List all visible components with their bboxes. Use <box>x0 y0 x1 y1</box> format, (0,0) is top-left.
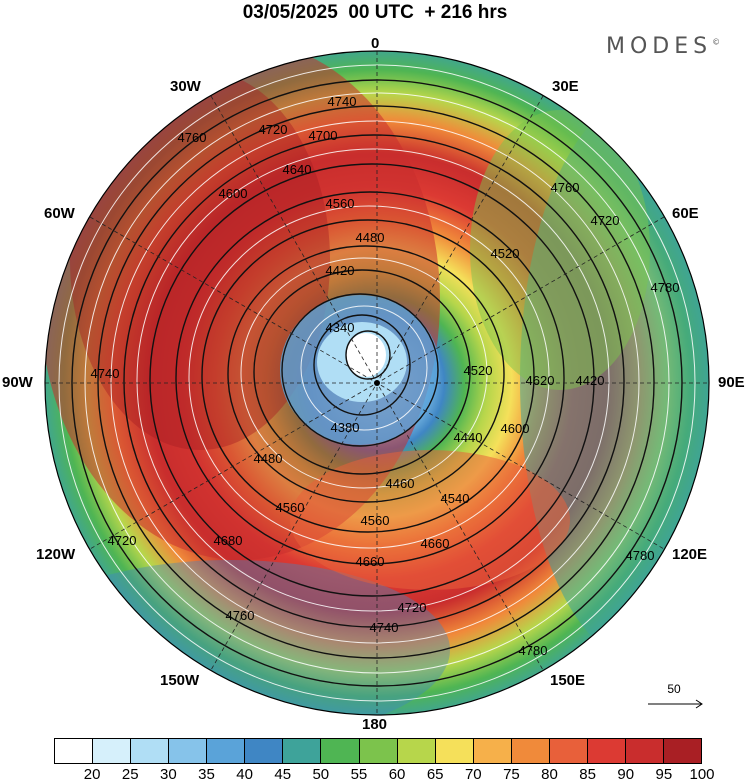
colorbar-tick-label: 50 <box>312 766 330 783</box>
colorbar-cell <box>397 739 436 763</box>
colorbar-tick-label: 70 <box>464 766 482 783</box>
contour-label: 4420 <box>576 373 605 388</box>
contour-label: 4660 <box>421 536 450 551</box>
contour-label: 4760 <box>226 608 255 623</box>
lon-label-90w: 90W <box>2 374 33 391</box>
colorbar-tick-label: 35 <box>198 766 215 783</box>
lon-label-120e: 120E <box>672 546 708 563</box>
lon-label-30e: 30E <box>552 78 579 95</box>
contour-label: 4380 <box>331 420 360 435</box>
colorbar-cell <box>245 739 284 763</box>
contour-label: 4520 <box>464 363 493 378</box>
contour-label: 4460 <box>386 476 415 491</box>
lon-label-150w: 150W <box>160 672 200 689</box>
lon-label-0: 0 <box>371 35 380 52</box>
colorbar-tick-label: 40 <box>236 766 253 783</box>
contour-label: 4740 <box>91 366 120 381</box>
colorbar-cell <box>169 739 208 763</box>
colorbar-tick-label: 75 <box>503 766 520 783</box>
contour-labels: 4740 4760 4720 4700 4640 4600 4560 4520 4480 4420… <box>91 94 680 658</box>
reference-vector-label: 50 <box>667 682 681 696</box>
contour-label: 4420 <box>326 263 355 278</box>
colorbar-tick-label: 65 <box>426 766 444 783</box>
contour-label: 4480 <box>254 451 283 466</box>
contour-label: 4680 <box>214 533 243 548</box>
reference-vector: 50 <box>648 682 703 709</box>
contour-label: 4560 <box>361 513 390 528</box>
brand-text: MODES <box>606 34 713 59</box>
brand-mark: © <box>712 37 721 47</box>
colorbar-cell <box>55 739 94 763</box>
contour-label: 4760 <box>551 180 580 195</box>
contour-label: 4660 <box>356 554 385 569</box>
colorbar-tick-label: 100 <box>689 766 715 783</box>
colorbar-tick-label: 55 <box>350 766 368 783</box>
lon-label-30w: 30W <box>170 78 201 95</box>
contour-label: 4600 <box>219 186 248 201</box>
colorbar-cell <box>131 739 170 763</box>
contour-label: 4780 <box>519 643 548 658</box>
colorbar-cell <box>473 739 512 763</box>
colorbar-cell <box>625 739 664 763</box>
colorbar-tick-label: 25 <box>121 766 139 783</box>
colorbar-cell <box>587 739 626 763</box>
colorbar-tick-label: 90 <box>617 766 635 783</box>
colorbar-tick-label: 60 <box>388 766 406 783</box>
contour-label: 4600 <box>501 421 530 436</box>
contour-label: 4760 <box>178 130 207 145</box>
colorbar-cell <box>207 739 246 763</box>
colorbar-cell <box>359 739 398 763</box>
colorbar-cell <box>283 739 322 763</box>
contour-label: 4740 <box>328 94 357 109</box>
contour-label: 4480 <box>356 230 385 245</box>
contour-label: 4620 <box>526 373 555 388</box>
contour-label: 4440 <box>454 430 483 445</box>
height-contours <box>71 79 683 687</box>
colorbar-cell <box>511 739 550 763</box>
contour-label: 4780 <box>651 280 680 295</box>
colorbar-tick-label: 30 <box>160 766 177 783</box>
contour-label: 4720 <box>259 122 288 137</box>
colorbar-cell <box>549 739 588 763</box>
contour-label: 4720 <box>398 600 427 615</box>
lon-label-60w: 60W <box>44 205 75 222</box>
colorbar-cell <box>93 739 132 763</box>
contour-label: 4700 <box>309 128 338 143</box>
colorbar <box>54 738 702 764</box>
colorbar-tick-label: 95 <box>655 766 673 783</box>
map-title: 03/05/2025 00 UTC + 216 hrs <box>242 2 508 23</box>
contour-label: 4540 <box>441 491 470 506</box>
pole-marker <box>374 380 380 386</box>
colorbar-tick-label: 45 <box>274 766 292 783</box>
contour-label: 4720 <box>591 213 620 228</box>
brand-logo: MODES© <box>606 34 720 59</box>
contour-label: 4560 <box>276 500 305 515</box>
contour-label: 4740 <box>370 620 399 635</box>
contour-label: 4780 <box>626 548 655 563</box>
colorbar-cell <box>321 739 360 763</box>
colorbar-cell <box>435 739 474 763</box>
lon-label-90e: 90E <box>718 374 745 391</box>
colorbar-tick-label: 80 <box>541 766 558 783</box>
lon-label-120w: 120W <box>36 546 76 563</box>
lon-label-150e: 150E <box>550 672 586 689</box>
contour-label: 4640 <box>283 162 312 177</box>
lon-label-180: 180 <box>362 716 388 733</box>
colorbar-cell <box>664 739 702 763</box>
colorbar-tick-label: 20 <box>83 766 101 783</box>
colorbar-ticks: 20 25 30 35 40 45 50 55 60 65 70 75 80 85 90 95 100 <box>54 766 715 783</box>
contour-label: 4560 <box>326 196 355 211</box>
contour-label: 4520 <box>491 246 520 261</box>
contour-label: 4720 <box>108 533 137 548</box>
lon-label-60e: 60E <box>672 205 699 222</box>
colorbar-tick-label: 85 <box>579 766 596 783</box>
contour-label: 4340 <box>326 320 355 335</box>
